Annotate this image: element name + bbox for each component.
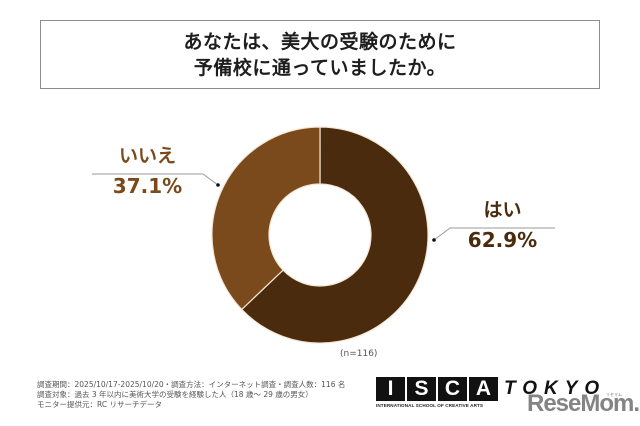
- footer-period: 調査期間：2025/10/17-2025/10/20・調査方法：インターネット調…: [37, 380, 346, 389]
- resemom-kana: リセマム: [606, 392, 622, 397]
- leader-dot-no: [216, 183, 220, 187]
- survey-footer: 調査期間：2025/10/17-2025/10/20・調査方法：インターネット調…: [37, 380, 345, 410]
- footer-target: 調査対象：過去 3 年以内に美術大学の受験を経験した人（18 歳〜 29 歳の男…: [37, 390, 313, 399]
- donut-segment-yes: [240, 126, 429, 344]
- chart-title-line-2: 予備校に通っていましたか。: [193, 56, 447, 79]
- label-yes-percent: 62.9%: [467, 228, 538, 252]
- isca-subtitle: INTERNATIONAL SCHOOL OF CREATIVE ARTS: [376, 403, 484, 408]
- data-label-no: いいえ 37.1%: [92, 145, 203, 198]
- resemom-watermark: ReseMom.: [527, 390, 640, 417]
- donut-segments: [211, 126, 429, 344]
- isca-logo: I S C A INTERNATIONAL SCHOOL OF CREATIVE…: [376, 377, 498, 408]
- isca-letter-i: I: [376, 377, 405, 401]
- isca-letter-c: C: [438, 377, 467, 401]
- label-yes-name: はい: [483, 199, 522, 221]
- label-no-name: いいえ: [118, 145, 176, 167]
- footer-provider: モニター提供元：RC リサーチデータ: [37, 400, 162, 409]
- sample-size-note: (n=116): [340, 349, 378, 359]
- data-label-yes: はい 62.9%: [450, 199, 555, 252]
- chart-title-line-1: あなたは、美大の受験のために: [183, 30, 457, 53]
- isca-tokyo-text: TOKYO: [504, 378, 607, 399]
- isca-letter-s: S: [407, 377, 436, 401]
- isca-letter-a: A: [469, 377, 498, 401]
- donut-segment-no: [211, 126, 321, 311]
- leader-line-yes: [433, 227, 555, 241]
- chart-title-box: あなたは、美大の受験のために 予備校に通っていましたか。: [40, 20, 600, 89]
- leader-line-no: [92, 173, 219, 186]
- leader-dot-yes: [432, 238, 436, 242]
- label-no-percent: 37.1%: [112, 174, 183, 198]
